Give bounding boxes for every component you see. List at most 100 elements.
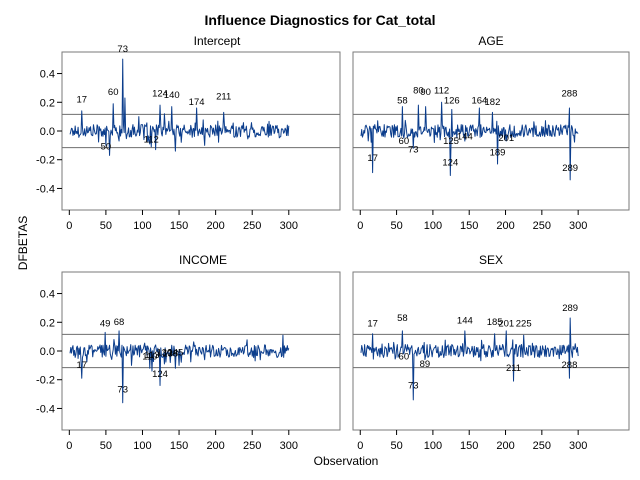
y-tick-label: -0.2 <box>36 155 55 167</box>
observation-label: 225 <box>516 319 532 330</box>
dfbetas-series-line <box>69 58 290 156</box>
y-tick-label: 0.4 <box>40 69 55 81</box>
observation-label: 126 <box>444 96 460 107</box>
x-tick-label: 300 <box>569 220 587 232</box>
observation-label: 58 <box>397 96 408 107</box>
observation-label: 164 <box>471 96 487 107</box>
observation-label: 60 <box>108 87 119 98</box>
x-tick-label: 150 <box>170 440 188 452</box>
x-tick-label: 150 <box>460 440 478 452</box>
x-axis-label: Observation <box>314 454 379 468</box>
observation-label: 124 <box>152 369 168 380</box>
y-axis-label: DFBETAS <box>16 216 30 270</box>
observation-label: 73 <box>117 385 128 396</box>
x-tick-label: 250 <box>533 220 551 232</box>
panel-title: SEX <box>479 253 503 267</box>
observation-label: 58 <box>397 313 408 324</box>
observation-label: 189 <box>490 147 506 158</box>
x-tick-label: 100 <box>133 440 151 452</box>
y-tick-label: 0.4 <box>40 289 55 301</box>
panel-frame <box>352 51 630 211</box>
observation-label: 145 <box>167 347 183 358</box>
observation-label: 73 <box>408 380 419 391</box>
y-tick-label: -0.4 <box>36 183 55 195</box>
observation-label: 68 <box>114 317 125 328</box>
observation-label: 89 <box>420 359 431 370</box>
observation-label: 50 <box>101 142 112 153</box>
x-tick-label: 100 <box>133 220 151 232</box>
observation-label: 112 <box>144 134 159 145</box>
dfbetas-series-line <box>360 101 579 181</box>
panel-title: AGE <box>478 34 503 48</box>
x-tick-label: 300 <box>280 220 298 232</box>
dfbetas-series-line <box>69 330 290 404</box>
observation-label: 288 <box>562 360 578 371</box>
observation-label: 144 <box>457 132 473 143</box>
x-tick-label: 100 <box>424 440 442 452</box>
observation-label: 60 <box>399 136 410 147</box>
observation-label: 124 <box>152 89 168 100</box>
x-tick-label: 300 <box>569 440 587 452</box>
observation-label: 182 <box>485 97 501 108</box>
x-tick-label: 250 <box>243 440 261 452</box>
panel-grid: Intercept -0.4 -0.2 0.0 0.2 0.4 0 50 100 150 200 25… <box>36 34 630 452</box>
y-tick-label: 0.0 <box>40 346 55 358</box>
x-tick-label: 250 <box>243 220 261 232</box>
x-tick-label: 0 <box>357 220 363 232</box>
observation-label: 138 <box>162 349 178 360</box>
x-tick-label: 150 <box>170 220 188 232</box>
y-tick-label: -0.4 <box>36 403 55 415</box>
panel-income: INCOME -0.4 -0.2 0.0 0.2 0.4 0 50 100 150 200 250 30… <box>36 253 341 452</box>
observation-label: 110 <box>142 352 157 363</box>
observation-label: 211 <box>506 363 521 374</box>
observation-label: 185 <box>487 317 503 328</box>
y-tick-label: 0.2 <box>40 317 55 329</box>
observation-label: 174 <box>189 97 205 108</box>
x-tick-label: 250 <box>533 440 551 452</box>
panel-intercept: Intercept -0.4 -0.2 0.0 0.2 0.4 0 50 100 150 200 25… <box>36 34 341 232</box>
observation-label: 124 <box>442 157 458 168</box>
x-tick-label: 150 <box>460 220 478 232</box>
observation-label: 201 <box>498 319 514 330</box>
dfbetas-series-line <box>360 317 579 401</box>
x-tick-label: 50 <box>100 220 112 232</box>
x-tick-label: 200 <box>206 440 224 452</box>
x-tick-label: 100 <box>424 220 442 232</box>
x-tick-label: 50 <box>390 440 402 452</box>
figure-title: Influence Diagnostics for Cat_total <box>204 12 435 28</box>
observation-label: 17 <box>367 319 378 330</box>
observation-label: 73 <box>117 44 128 55</box>
observation-label: 288 <box>562 89 578 100</box>
panel-title: INCOME <box>179 253 227 267</box>
x-tick-label: 300 <box>280 440 298 452</box>
panel-title: Intercept <box>194 34 241 48</box>
observation-label: 113 <box>144 350 159 361</box>
observation-label: 17 <box>76 94 87 105</box>
observation-label: 73 <box>408 145 419 156</box>
observation-label: 140 <box>164 90 180 101</box>
observation-label: 201 <box>498 133 514 144</box>
x-tick-label: 50 <box>100 440 112 452</box>
observation-label: 80 <box>413 86 424 97</box>
y-tick-label: 0.2 <box>40 97 55 109</box>
x-tick-label: 200 <box>206 220 224 232</box>
x-tick-label: 0 <box>66 440 72 452</box>
panel-frame <box>352 271 630 431</box>
observation-label: 17 <box>76 360 87 371</box>
observation-label: 125 <box>443 136 459 147</box>
observation-label: 144 <box>457 316 473 327</box>
y-tick-label: 0.0 <box>40 126 55 138</box>
observation-label: 90 <box>420 87 431 98</box>
observation-label: 130 <box>156 347 172 358</box>
observation-label: 60 <box>399 352 410 363</box>
observation-label: 112 <box>434 86 449 97</box>
observation-label: 17 <box>367 153 378 164</box>
observation-label: 49 <box>100 319 111 330</box>
y-tick-label: -0.2 <box>36 375 55 387</box>
x-tick-label: 200 <box>496 220 514 232</box>
x-tick-label: 200 <box>496 440 514 452</box>
x-tick-label: 0 <box>66 220 72 232</box>
observation-label: 211 <box>216 91 231 102</box>
